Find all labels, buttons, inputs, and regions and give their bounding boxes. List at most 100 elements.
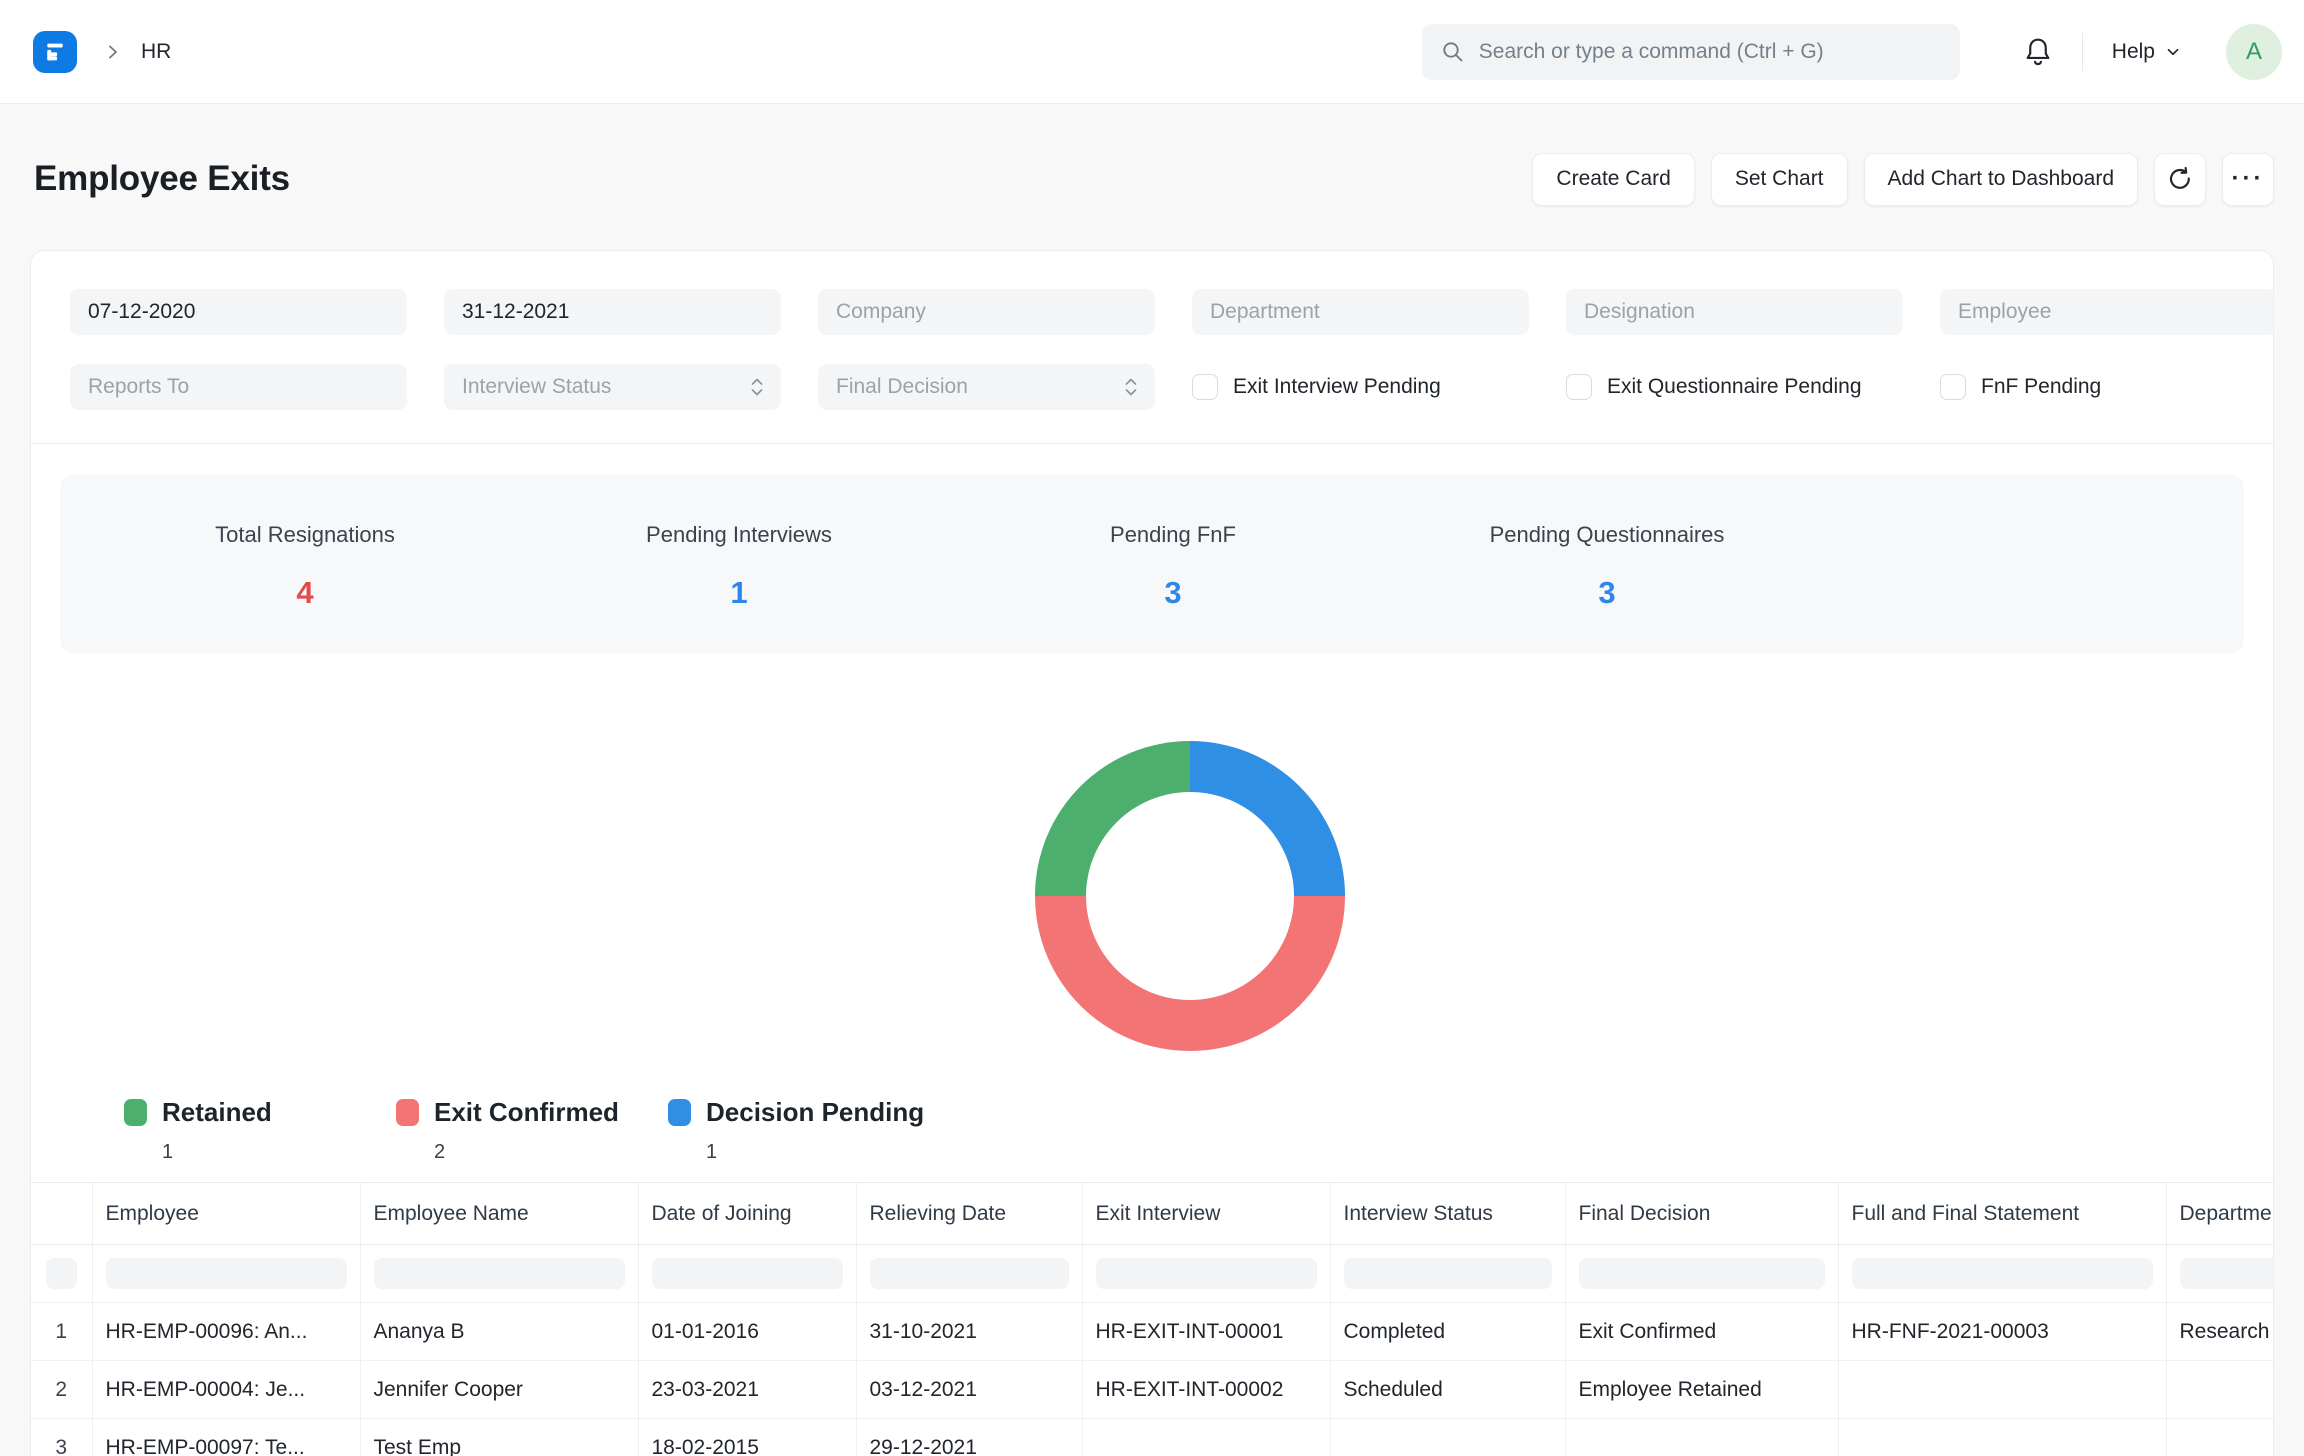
row-index-cell: 2: [31, 1361, 92, 1419]
table-cell: [1838, 1361, 2166, 1419]
company-filter[interactable]: [818, 289, 1155, 335]
final-decision-placeholder: Final Decision: [836, 375, 1121, 399]
reports-to-filter[interactable]: [70, 364, 407, 410]
column-filter-input[interactable]: [2180, 1258, 2275, 1289]
table-row: 3HR-EMP-00097: Te...Test Emp18-02-201529…: [31, 1419, 2274, 1456]
column-header-full-and-final-statement[interactable]: Full and Final Statement: [1838, 1183, 2166, 1245]
legend-item: Retained1: [124, 1097, 396, 1164]
summary-label: Total Resignations: [88, 522, 522, 548]
table-cell: [1330, 1419, 1565, 1456]
notifications-button[interactable]: [2023, 36, 2053, 68]
column-filter-input[interactable]: [1344, 1258, 1552, 1289]
legend-label: Exit Confirmed: [434, 1097, 619, 1128]
summary-value: 3: [956, 575, 1390, 611]
column-filter-input[interactable]: [1579, 1258, 1825, 1289]
summary-item: Pending FnF 3: [956, 522, 1390, 653]
column-filter-input[interactable]: [106, 1258, 347, 1289]
table-cell: [1565, 1419, 1838, 1456]
table-cell: [1082, 1419, 1330, 1456]
filters-divider: [31, 443, 2273, 444]
donut-hole: [1086, 792, 1294, 1000]
table-cell: Jennifer Cooper: [360, 1361, 638, 1419]
chevron-right-icon: [103, 42, 123, 62]
refresh-icon: [2167, 166, 2193, 192]
summary-item: Pending Interviews1: [522, 522, 956, 653]
app-logo[interactable]: [33, 31, 77, 73]
table-cell: 03-12-2021: [856, 1361, 1082, 1419]
fnf-pending-checkbox[interactable]: [1940, 374, 1966, 400]
table-cell: 18-02-2015: [638, 1419, 856, 1456]
from-date-filter[interactable]: [70, 289, 407, 335]
column-header-final-decision[interactable]: Final Decision: [1565, 1183, 1838, 1245]
table-cell: Completed: [1330, 1303, 1565, 1361]
column-header-date-of-joining[interactable]: Date of Joining: [638, 1183, 856, 1245]
table-cell: [2166, 1361, 2274, 1419]
to-date-filter[interactable]: [444, 289, 781, 335]
legend-swatch: [396, 1099, 419, 1126]
summary-row: Total Resignations4Pending Interviews1Pe…: [60, 475, 2244, 653]
legend-head: Exit Confirmed: [396, 1097, 668, 1128]
column-header-employee-name[interactable]: Employee Name: [360, 1183, 638, 1245]
help-menu[interactable]: Help: [2112, 40, 2182, 64]
summary-label: Pending FnF: [956, 522, 1390, 548]
filter-section: Interview StatusFinal DecisionExit Inter…: [31, 251, 2273, 410]
column-filter-input[interactable]: [1096, 1258, 1317, 1289]
table-cell: HR-FNF-2021-00003: [1838, 1303, 2166, 1361]
search-input[interactable]: [1479, 40, 1941, 64]
table-cell: HR-EMP-00004: Je...: [92, 1361, 360, 1419]
set-chart-button[interactable]: Set Chart: [1711, 153, 1848, 206]
bell-icon: [2023, 36, 2053, 68]
column-header-interview-status[interactable]: Interview Status: [1330, 1183, 1565, 1245]
table-cell: HR-EXIT-INT-00002: [1082, 1361, 1330, 1419]
legend-value: 2: [434, 1141, 668, 1164]
table-cell: [2166, 1419, 2274, 1456]
table-cell: Employee Retained: [1565, 1361, 1838, 1419]
avatar-letter: A: [2246, 38, 2262, 66]
refresh-button[interactable]: [2154, 153, 2206, 206]
column-header-department[interactable]: Department: [2166, 1183, 2274, 1245]
avatar[interactable]: A: [2226, 24, 2282, 80]
select-chevrons-icon: [747, 374, 767, 400]
column-header-index[interactable]: [31, 1183, 92, 1245]
create-card-button[interactable]: Create Card: [1532, 153, 1694, 206]
department-filter[interactable]: [1192, 289, 1529, 335]
table-cell: 29-12-2021: [856, 1419, 1082, 1456]
ellipsis-icon: ···: [2232, 167, 2265, 191]
column-header-exit-interview[interactable]: Exit Interview: [1082, 1183, 1330, 1245]
summary-value: 3: [1390, 575, 1824, 611]
chart-legend: Retained1Exit Confirmed2Decision Pending…: [124, 1097, 2273, 1164]
table-row: 1HR-EMP-00096: An...Ananya B01-01-201631…: [31, 1303, 2274, 1361]
employee-filter[interactable]: [1940, 289, 2274, 335]
exit-questionnaire-pending-checkbox[interactable]: [1566, 374, 1592, 400]
column-filter-input[interactable]: [374, 1258, 625, 1289]
interview-status-select[interactable]: Interview Status: [444, 364, 781, 410]
summary-item: Pending Questionnaires3: [1390, 522, 1824, 653]
column-filter-input[interactable]: [46, 1258, 77, 1289]
column-filter-input[interactable]: [1852, 1258, 2153, 1289]
table-cell: Exit Confirmed: [1565, 1303, 1838, 1361]
table-cell: HR-EMP-00097: Te...: [92, 1419, 360, 1456]
column-header-relieving-date[interactable]: Relieving Date: [856, 1183, 1082, 1245]
designation-filter[interactable]: [1566, 289, 1903, 335]
exit-interview-pending-checkbox[interactable]: [1192, 374, 1218, 400]
final-decision-select[interactable]: Final Decision: [818, 364, 1155, 410]
table-cell: 23-03-2021: [638, 1361, 856, 1419]
column-filter-cell: [1565, 1245, 1838, 1303]
page-actions: Create Card Set Chart Add Chart to Dashb…: [1532, 153, 2274, 206]
table-cell: 01-01-2016: [638, 1303, 856, 1361]
table-row: 2HR-EMP-00004: Je...Jennifer Cooper23-03…: [31, 1361, 2274, 1419]
column-filter-cell: [360, 1245, 638, 1303]
summary-value: 4: [88, 575, 522, 611]
legend-swatch: [668, 1099, 691, 1126]
add-chart-to-dashboard-button[interactable]: Add Chart to Dashboard: [1864, 153, 2138, 206]
column-filter-cell: [1330, 1245, 1565, 1303]
report-card: Interview StatusFinal DecisionExit Inter…: [30, 250, 2274, 1456]
column-filter-input[interactable]: [870, 1258, 1069, 1289]
donut-chart[interactable]: [1035, 741, 1345, 1051]
global-search[interactable]: [1422, 24, 1960, 80]
table-cell: [1838, 1419, 2166, 1456]
column-filter-input[interactable]: [652, 1258, 843, 1289]
breadcrumb[interactable]: HR: [141, 40, 171, 64]
column-header-employee[interactable]: Employee: [92, 1183, 360, 1245]
menu-button[interactable]: ···: [2222, 153, 2274, 206]
